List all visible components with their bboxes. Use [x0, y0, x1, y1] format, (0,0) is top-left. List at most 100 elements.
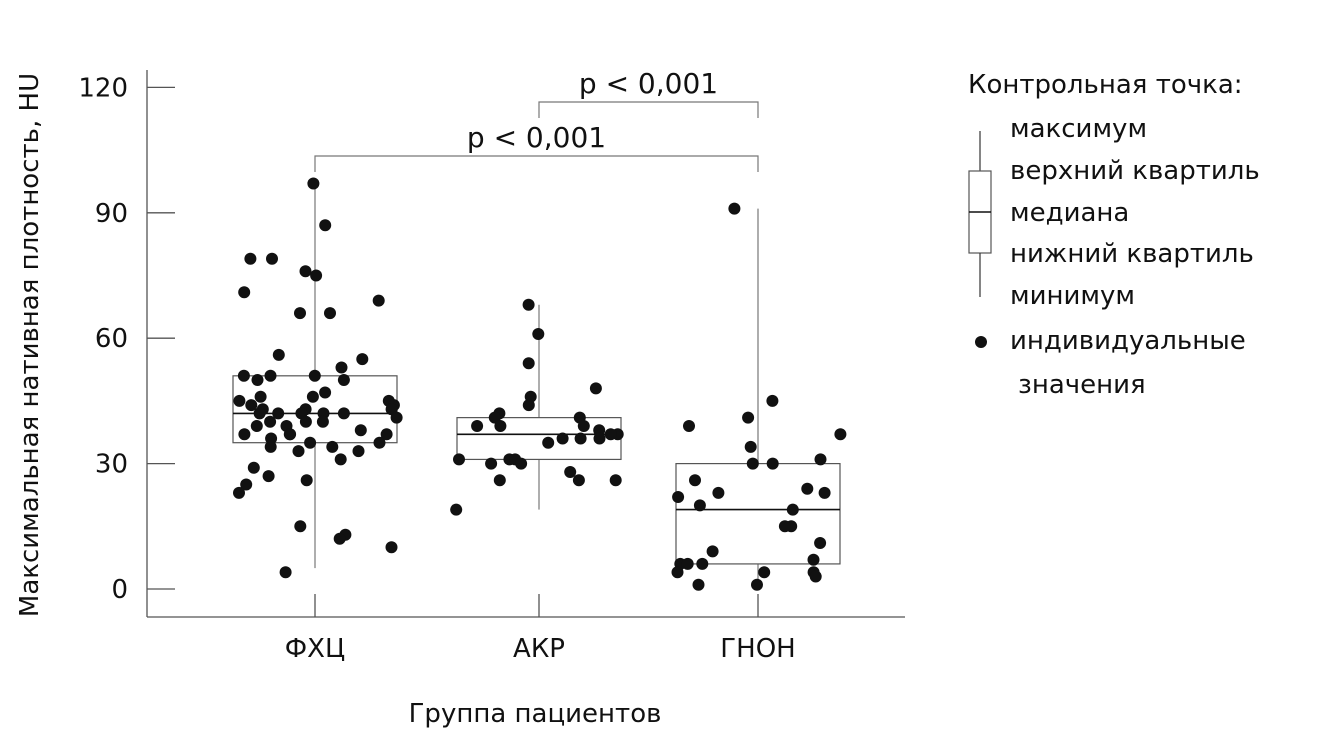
- x-ticks: ФХЦ АКР ГНОН: [285, 594, 796, 664]
- data-point: [572, 474, 585, 487]
- data-point: [683, 420, 695, 432]
- data-point: [801, 482, 814, 495]
- data-point: [253, 407, 266, 420]
- data-point: [385, 541, 398, 554]
- data-point: [671, 566, 684, 579]
- data-point: [574, 432, 587, 445]
- points: [233, 177, 847, 591]
- data-point: [292, 445, 305, 458]
- data-point: [604, 428, 617, 441]
- data-point: [712, 486, 725, 499]
- significance-bracket: [538, 101, 759, 118]
- comparisons: p < 0,001 p < 0,001: [314, 67, 759, 172]
- legend-item-median: медиана: [1010, 198, 1129, 228]
- data-point: [238, 286, 251, 299]
- data-point: [577, 420, 590, 432]
- data-point: [245, 399, 258, 412]
- data-point: [337, 374, 350, 386]
- data-point: [751, 578, 763, 591]
- data-point: [251, 374, 264, 386]
- data-point: [372, 294, 385, 307]
- data-point: [693, 499, 706, 512]
- data-point: [307, 177, 320, 190]
- data-point: [593, 432, 606, 445]
- data-point: [300, 474, 313, 487]
- data-point: [333, 532, 346, 545]
- legend-item-values: значения: [1018, 370, 1146, 400]
- data-point: [233, 486, 245, 499]
- data-point: [728, 202, 741, 215]
- data-point: [306, 390, 319, 403]
- data-point: [266, 252, 278, 265]
- y-ticks: 0 30 60 90 120: [78, 73, 175, 605]
- data-point: [814, 537, 827, 549]
- data-point: [766, 457, 779, 470]
- y-tick-label: 30: [95, 450, 128, 480]
- data-point: [380, 428, 393, 441]
- data-point: [279, 566, 292, 579]
- legend-item-individual: индивидуальные: [1010, 326, 1246, 356]
- data-point: [471, 420, 484, 432]
- data-point: [692, 578, 705, 591]
- data-point: [564, 466, 577, 478]
- data-point: [326, 440, 339, 453]
- data-point: [742, 411, 755, 424]
- data-point: [672, 491, 685, 503]
- data-point: [609, 474, 622, 487]
- y-tick-label: 90: [95, 199, 128, 229]
- data-point: [786, 503, 799, 516]
- data-point: [304, 436, 317, 449]
- data-point: [681, 557, 694, 570]
- data-point: [696, 557, 709, 570]
- x-tick-label: ГНОН: [720, 634, 795, 664]
- x-tick-label: ФХЦ: [285, 634, 345, 664]
- significance-bracket: [314, 155, 759, 172]
- data-point: [493, 474, 506, 487]
- data-point: [254, 390, 267, 403]
- data-point: [247, 461, 260, 474]
- data-point: [689, 474, 701, 487]
- data-point: [515, 457, 528, 470]
- data-point: [319, 386, 332, 399]
- data-point: [485, 457, 498, 470]
- data-point: [283, 428, 296, 441]
- x-tick-label: АКР: [513, 634, 565, 664]
- data-point: [299, 265, 312, 278]
- data-point: [299, 415, 312, 428]
- data-point: [809, 570, 822, 583]
- data-point: [532, 328, 545, 340]
- data-point: [556, 432, 569, 445]
- data-point: [319, 219, 332, 232]
- legend-item-min: минимум: [1010, 281, 1135, 311]
- legend-title: Контрольная точка:: [968, 70, 1243, 100]
- data-point: [818, 486, 831, 499]
- data-point: [390, 411, 403, 424]
- data-point: [354, 424, 367, 437]
- data-point: [240, 478, 253, 491]
- data-point: [324, 307, 336, 320]
- data-point: [238, 428, 251, 441]
- data-point: [294, 307, 306, 320]
- significance-label: p < 0,001: [579, 67, 718, 100]
- data-point: [337, 407, 350, 420]
- data-point: [834, 428, 847, 441]
- data-point: [450, 503, 463, 516]
- data-point: [453, 453, 465, 466]
- data-point: [272, 407, 285, 420]
- data-point: [244, 252, 257, 265]
- data-point: [308, 369, 321, 382]
- data-point: [807, 553, 820, 566]
- y-tick-label: 0: [111, 575, 128, 605]
- y-axis-title: Максимальная нативная плотность, HU: [15, 73, 45, 617]
- data-point: [778, 520, 791, 533]
- data-point: [744, 440, 757, 453]
- legend-point-icon: [975, 336, 987, 348]
- data-point: [542, 436, 555, 449]
- data-point: [233, 394, 246, 407]
- boxes: [232, 183, 841, 585]
- data-point: [335, 361, 348, 374]
- data-point: [294, 520, 307, 533]
- data-point: [316, 415, 329, 428]
- data-point: [250, 420, 263, 432]
